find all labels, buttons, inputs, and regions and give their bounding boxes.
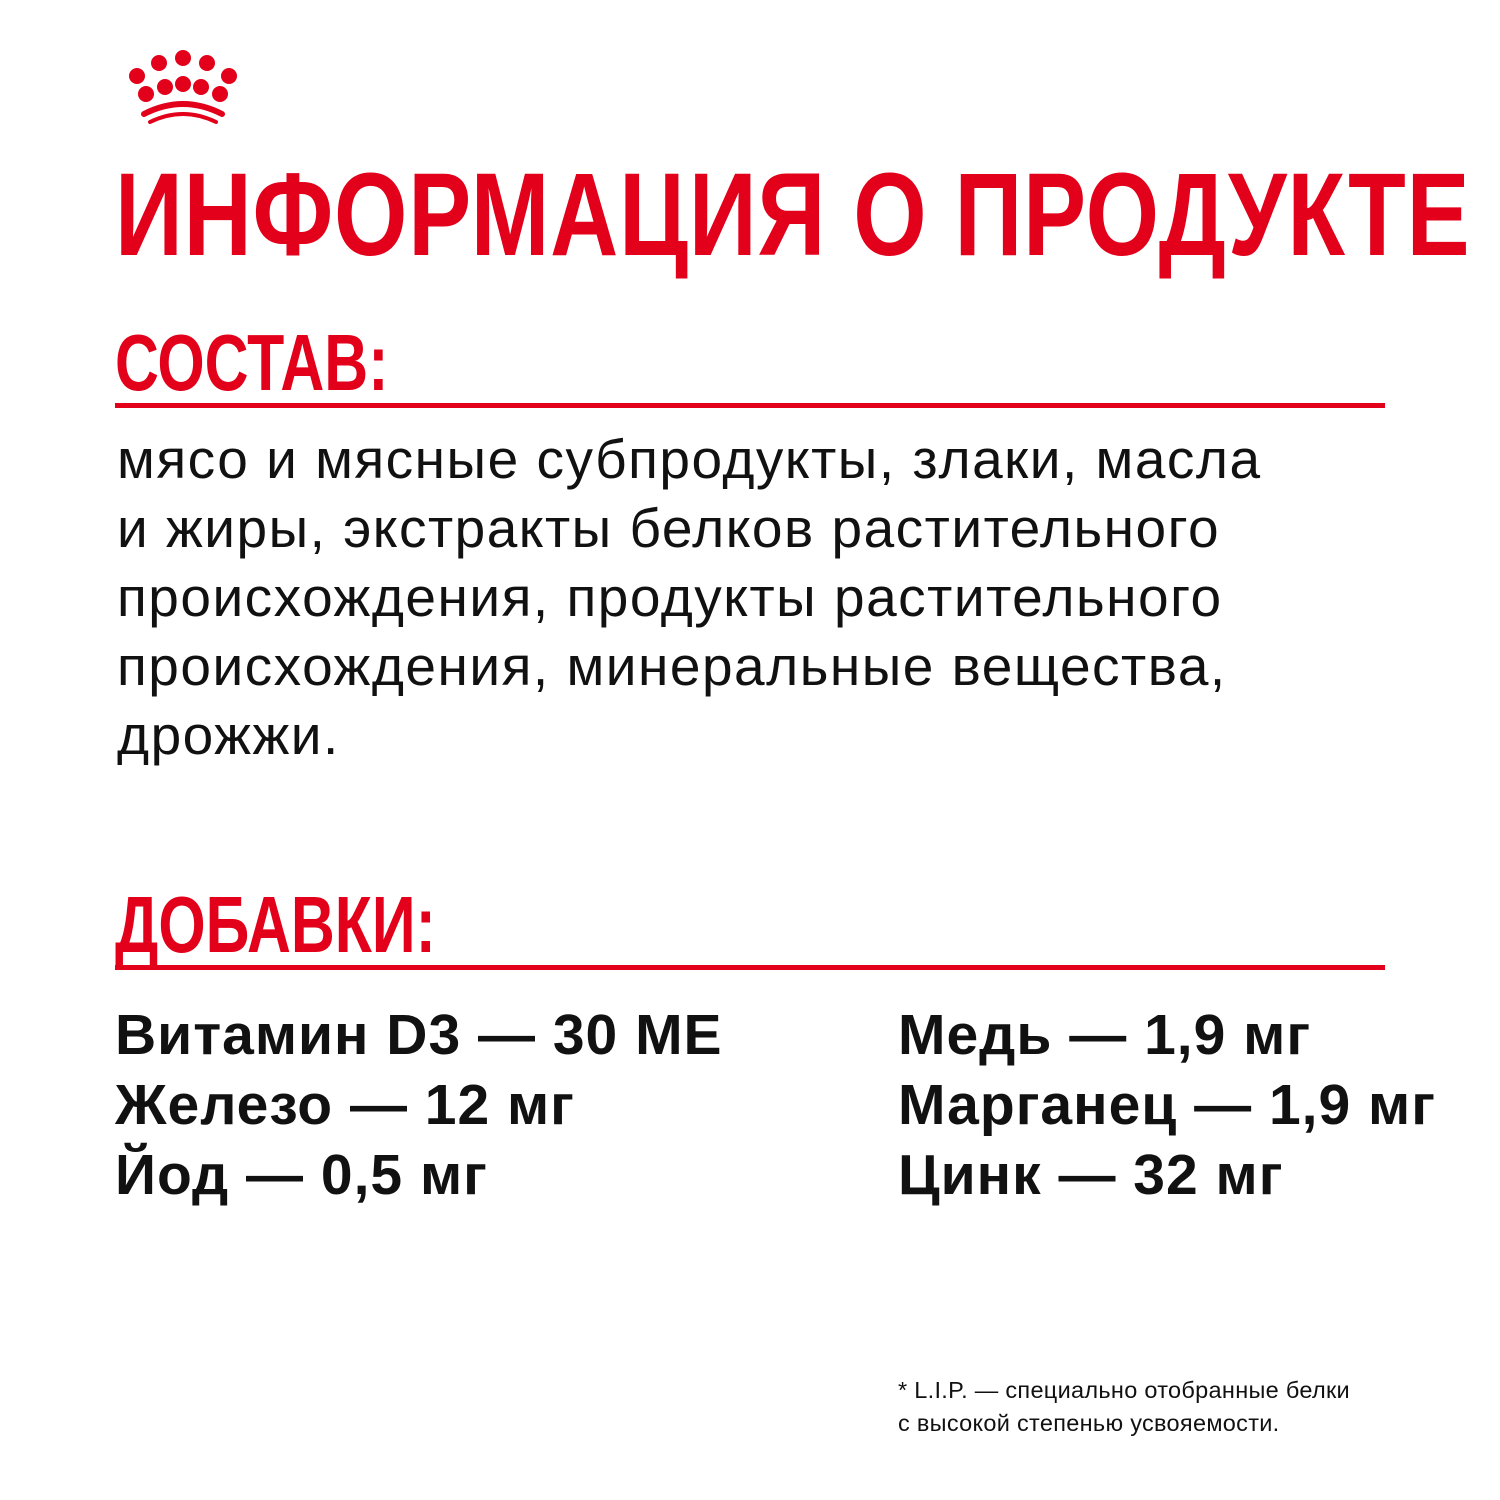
additive-item: Цинк — 32 мг [898, 1143, 1284, 1207]
divider [115, 965, 1385, 970]
additives-right-column: Медь — 1,9 мг Марганец — 1,9 мг Цинк — 3… [898, 1000, 1436, 1210]
footnote-line: с высокой степенью усвояемости. [898, 1410, 1280, 1436]
additive-item: Марганец — 1,9 мг [898, 1073, 1436, 1137]
additive-item: Медь — 1,9 мг [898, 1003, 1312, 1067]
additive-item: Йод — 0,5 мг [115, 1143, 488, 1207]
composition-line: дрожжи. [117, 704, 340, 766]
composition-line: происхождения, минеральные вещества, [117, 635, 1227, 697]
additives-heading: ДОБАВКИ: [115, 880, 436, 969]
page-title: ИНФОРМАЦИЯ О ПРОДУКТЕ [115, 149, 1471, 281]
composition-line: мясо и мясные субпродукты, злаки, масла [117, 428, 1262, 490]
divider [115, 403, 1385, 408]
footnote-line: * L.I.P. — специально отобранные белки [898, 1377, 1350, 1403]
composition-line: происхождения, продукты растительного [117, 566, 1223, 628]
composition-text: мясо и мясные субпродукты, злаки, масла … [117, 425, 1417, 770]
additive-item: Железо — 12 мг [115, 1073, 575, 1137]
composition-line: и жиры, экстракты белков растительного [117, 497, 1221, 559]
additive-item: Витамин D3 — 30 МЕ [115, 1003, 723, 1067]
composition-heading: СОСТАВ: [115, 318, 389, 407]
additives-left-column: Витамин D3 — 30 МЕ Железо — 12 мг Йод — … [115, 1000, 723, 1210]
footnote: * L.I.P. — специально отобранные белки с… [898, 1374, 1350, 1440]
crown-icon [129, 50, 237, 124]
